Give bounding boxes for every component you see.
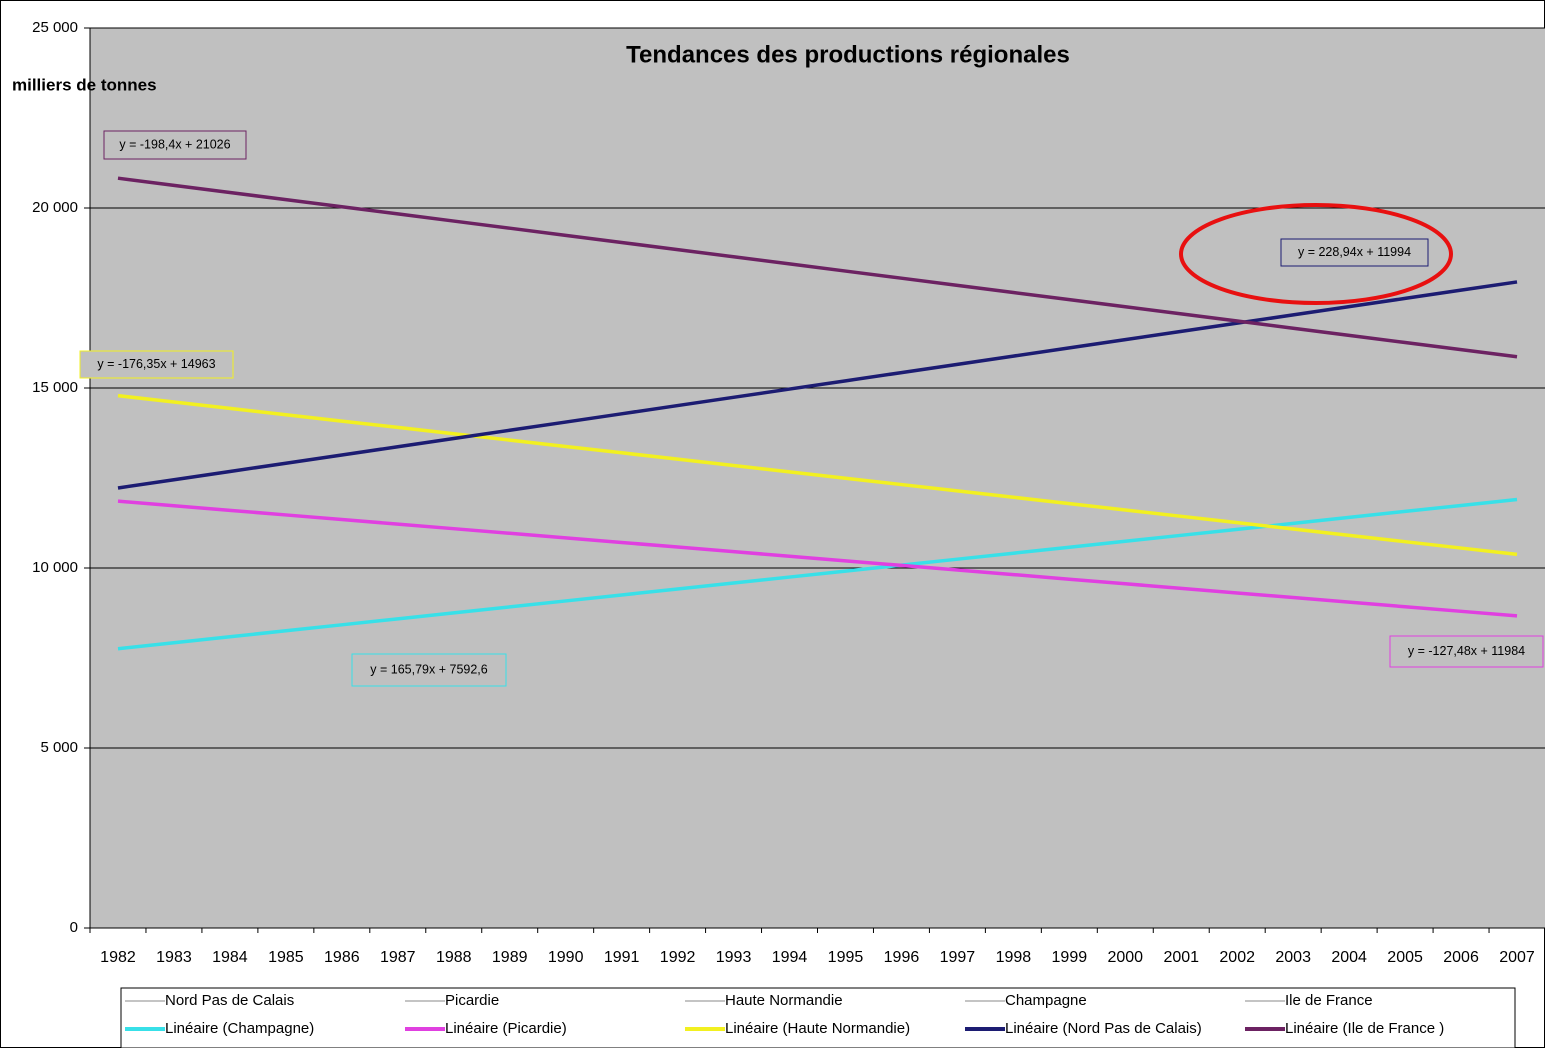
equation-box (351, 653, 507, 687)
equation-label: y = 228,94x + 11994 (1298, 245, 1411, 259)
equation-label: y = -198,4x + 21026 (119, 137, 230, 151)
x-tick-label: 1994 (772, 949, 808, 966)
x-tick-label: 1999 (1052, 949, 1088, 966)
trend-line (117, 497, 1518, 651)
x-tick-label: 1997 (940, 949, 976, 966)
x-tick-label: 1986 (324, 949, 360, 966)
x-tick-label: 2001 (1163, 949, 1199, 966)
y-tick-label: 0 (70, 919, 78, 936)
legend-label: Linéaire (Ile de France ) (1285, 1020, 1444, 1037)
x-tick-label: 1982 (100, 949, 136, 966)
equation-label: y = -176,35x + 14963 (97, 357, 215, 371)
x-tick-label: 1987 (380, 949, 416, 966)
x-tick-label: 1985 (268, 949, 304, 966)
x-tick-label: 2005 (1387, 949, 1423, 966)
x-tick-label: 1990 (548, 949, 584, 966)
x-tick-label: 2007 (1499, 949, 1535, 966)
legend (120, 987, 1516, 1048)
x-tick-label: 2003 (1275, 949, 1311, 966)
x-tick-label: 2004 (1331, 949, 1367, 966)
legend-label: Linéaire (Champagne) (165, 1020, 314, 1037)
x-tick-label: 1984 (212, 949, 248, 966)
legend-label: Linéaire (Nord Pas de Calais) (1005, 1020, 1202, 1037)
trend-line (117, 176, 1518, 359)
y-tick-label: 25 000 (32, 19, 78, 36)
x-tick-label: 1995 (828, 949, 864, 966)
x-tick-label: 1989 (492, 949, 528, 966)
x-tick-label: 1996 (884, 949, 920, 966)
y-tick-label: 20 000 (32, 199, 78, 216)
x-tick-label: 1988 (436, 949, 472, 966)
legend-label: Ile de France (1285, 992, 1373, 1009)
legend-label: Picardie (445, 992, 499, 1009)
equation-box (1280, 238, 1429, 267)
trend-line (117, 280, 1518, 490)
chart-title: Tendances des productions régionales (626, 41, 1070, 68)
plot-area (90, 28, 1545, 928)
y-tick-label: 5 000 (40, 739, 78, 756)
legend-label: Nord Pas de Calais (165, 992, 294, 1009)
equation-box (79, 350, 234, 379)
equation-box (103, 130, 247, 160)
x-tick-label: 1983 (156, 949, 192, 966)
legend-label: Linéaire (Picardie) (445, 1020, 567, 1037)
equation-label: y = -127,48x + 11984 (1408, 644, 1525, 658)
x-tick-label: 1991 (604, 949, 640, 966)
x-tick-label: 1993 (716, 949, 752, 966)
trend-line (117, 393, 1518, 557)
equation-box (1389, 635, 1544, 668)
x-tick-label: 2006 (1443, 949, 1479, 966)
legend-label: Champagne (1005, 992, 1087, 1009)
y-axis-label: milliers de tonnes (12, 75, 157, 94)
trend-line (117, 499, 1518, 618)
y-tick-label: 15 000 (32, 379, 78, 396)
x-tick-label: 1992 (660, 949, 696, 966)
equation-label: y = 165,79x + 7592,6 (370, 662, 488, 676)
legend-label: Linéaire (Haute Normandie) (725, 1020, 910, 1037)
x-tick-label: 2002 (1219, 949, 1255, 966)
highlight-ellipse (1179, 203, 1453, 305)
x-tick-label: 1998 (996, 949, 1032, 966)
x-tick-label: 2000 (1107, 949, 1143, 966)
legend-label: Haute Normandie (725, 992, 843, 1009)
y-tick-label: 10 000 (32, 559, 78, 576)
